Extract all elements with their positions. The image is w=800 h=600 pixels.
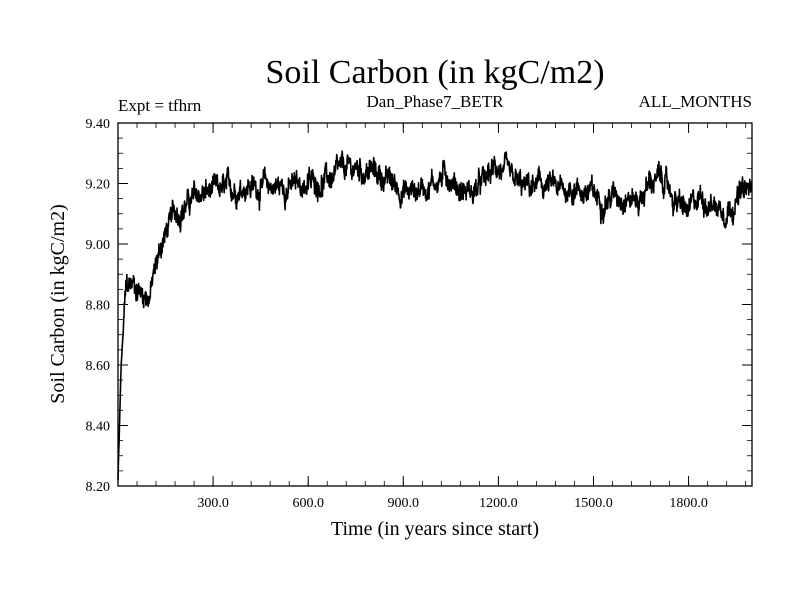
plot-area bbox=[117, 150, 753, 481]
x-tick-label: 600.0 bbox=[292, 496, 324, 511]
y-tick-label: 8.80 bbox=[86, 299, 111, 314]
experiment-label: Expt = tfhrn bbox=[118, 96, 202, 115]
y-axis-label: Soil Carbon (in kgC/m2) bbox=[47, 204, 69, 403]
run-name-label: Dan_Phase7_BETR bbox=[367, 92, 505, 111]
plot-frame bbox=[117, 122, 753, 487]
y-tick-label: 9.40 bbox=[86, 117, 111, 132]
period-label: ALL_MONTHS bbox=[639, 92, 752, 111]
y-tick-label: 9.20 bbox=[86, 178, 111, 193]
x-tick-label: 1200.0 bbox=[479, 496, 518, 511]
y-tick-label: 8.60 bbox=[86, 359, 111, 374]
x-tick-label: 1800.0 bbox=[669, 496, 708, 511]
y-tick-label: 9.00 bbox=[86, 238, 111, 253]
chart-title: Soil Carbon (in kgC/m2) bbox=[265, 54, 604, 91]
soil-carbon-series-line bbox=[117, 150, 753, 481]
y-tick-label: 8.20 bbox=[86, 480, 111, 495]
x-tick-label: 300.0 bbox=[197, 496, 229, 511]
x-tick-label: 900.0 bbox=[388, 496, 420, 511]
x-axis-label: Time (in years since start) bbox=[331, 518, 539, 540]
x-tick-label: 1500.0 bbox=[574, 496, 613, 511]
y-tick-label: 8.40 bbox=[86, 420, 111, 435]
